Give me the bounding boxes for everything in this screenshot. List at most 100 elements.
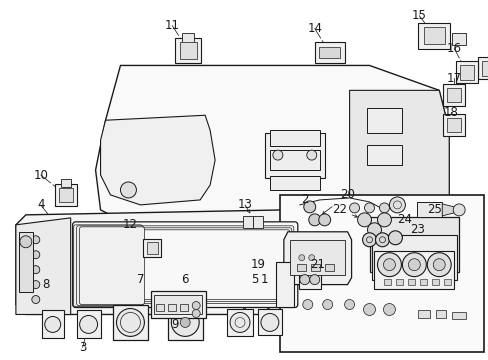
Text: 23: 23 xyxy=(409,223,424,236)
Bar xyxy=(395,279,402,285)
Circle shape xyxy=(402,253,426,276)
Circle shape xyxy=(363,303,375,315)
Bar xyxy=(407,279,414,285)
Bar xyxy=(226,309,252,336)
Bar xyxy=(417,23,449,49)
Bar xyxy=(451,32,465,45)
Circle shape xyxy=(318,214,330,226)
Circle shape xyxy=(383,259,395,271)
Circle shape xyxy=(309,275,319,285)
Bar xyxy=(455,62,477,84)
Circle shape xyxy=(20,236,32,248)
Bar xyxy=(279,195,483,352)
Circle shape xyxy=(308,214,320,226)
Bar xyxy=(59,188,73,202)
Bar xyxy=(369,217,458,272)
Bar xyxy=(77,310,101,338)
Circle shape xyxy=(387,231,402,245)
Circle shape xyxy=(229,312,249,332)
Bar xyxy=(416,202,441,217)
Polygon shape xyxy=(441,204,453,216)
Bar xyxy=(446,88,460,103)
Circle shape xyxy=(272,150,282,160)
Bar xyxy=(275,262,293,307)
Circle shape xyxy=(452,204,464,216)
Text: 1: 1 xyxy=(261,273,268,286)
Polygon shape xyxy=(349,90,448,230)
Circle shape xyxy=(306,150,316,160)
Bar xyxy=(423,27,444,44)
Text: 18: 18 xyxy=(443,106,458,119)
Circle shape xyxy=(171,309,199,336)
Text: 2: 2 xyxy=(301,193,308,206)
Circle shape xyxy=(180,318,190,328)
Bar xyxy=(443,279,450,285)
Bar xyxy=(442,84,464,106)
Bar xyxy=(143,239,161,257)
Text: 7: 7 xyxy=(136,273,144,286)
Circle shape xyxy=(377,253,401,276)
Text: 10: 10 xyxy=(33,168,48,181)
Bar xyxy=(182,32,194,42)
Bar xyxy=(366,108,401,133)
Text: 9: 9 xyxy=(171,318,179,331)
Bar xyxy=(371,235,456,280)
Circle shape xyxy=(80,315,98,333)
Bar xyxy=(431,279,438,285)
Bar xyxy=(55,184,77,206)
Text: 5: 5 xyxy=(251,273,258,286)
Circle shape xyxy=(299,275,309,285)
Bar xyxy=(298,271,320,289)
Bar xyxy=(366,145,401,165)
Polygon shape xyxy=(16,210,304,315)
Circle shape xyxy=(302,300,312,310)
Text: 22: 22 xyxy=(331,203,346,216)
Bar xyxy=(156,304,164,311)
Circle shape xyxy=(375,233,388,247)
Bar xyxy=(314,41,344,63)
Text: 11: 11 xyxy=(164,19,180,32)
Ellipse shape xyxy=(174,150,196,180)
Bar xyxy=(419,279,426,285)
Polygon shape xyxy=(101,115,215,205)
Bar xyxy=(442,114,464,136)
Text: 15: 15 xyxy=(411,9,426,22)
Bar xyxy=(243,216,252,228)
Polygon shape xyxy=(16,218,71,315)
Text: 25: 25 xyxy=(426,203,441,216)
Bar xyxy=(180,304,188,311)
Polygon shape xyxy=(283,232,351,285)
Circle shape xyxy=(308,255,314,261)
Bar xyxy=(319,47,340,58)
Circle shape xyxy=(364,203,374,213)
Polygon shape xyxy=(95,66,448,250)
Circle shape xyxy=(192,302,200,310)
Bar xyxy=(146,242,158,253)
Text: 8: 8 xyxy=(42,278,49,291)
Bar xyxy=(310,264,320,271)
Bar xyxy=(269,176,319,190)
FancyBboxPatch shape xyxy=(74,225,142,306)
Circle shape xyxy=(349,203,359,213)
Circle shape xyxy=(377,213,390,227)
Text: 4: 4 xyxy=(37,198,44,211)
Text: 16: 16 xyxy=(446,42,461,55)
Text: 13: 13 xyxy=(237,198,252,211)
Bar xyxy=(19,232,33,292)
Circle shape xyxy=(45,316,61,332)
Bar xyxy=(446,118,460,132)
Text: 17: 17 xyxy=(446,72,461,85)
Bar xyxy=(269,130,319,146)
Bar xyxy=(374,251,453,289)
Bar xyxy=(297,264,305,271)
Circle shape xyxy=(388,197,405,213)
Circle shape xyxy=(116,309,144,336)
Circle shape xyxy=(407,259,420,271)
Bar xyxy=(459,65,473,80)
Bar xyxy=(435,310,446,319)
Bar xyxy=(269,150,319,170)
Circle shape xyxy=(383,303,395,315)
Text: 19: 19 xyxy=(250,258,265,271)
Circle shape xyxy=(32,296,40,303)
Bar xyxy=(451,312,465,319)
